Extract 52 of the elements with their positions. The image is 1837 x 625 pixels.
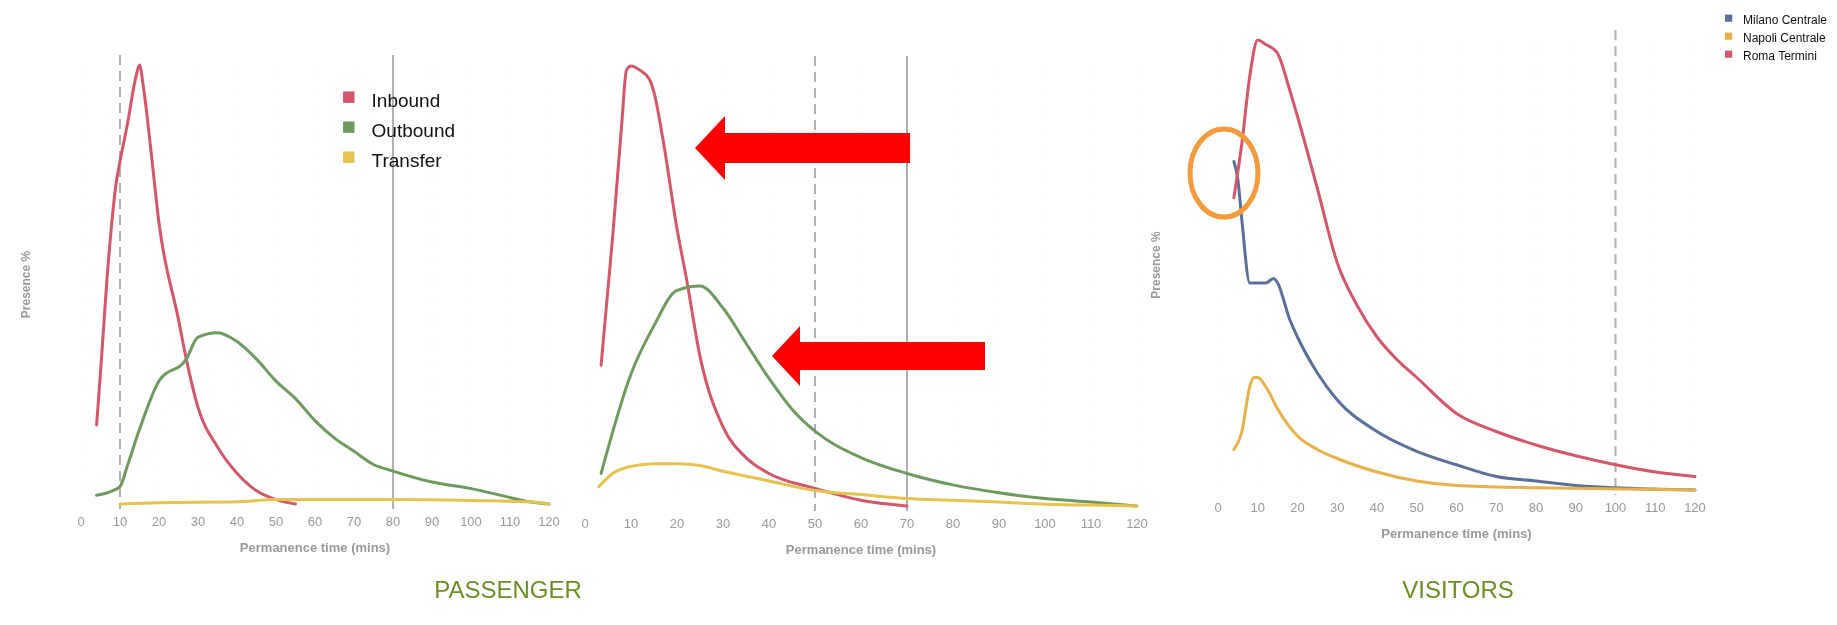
x-tick-label: 30	[715, 516, 731, 531]
x-tick-label: 0	[77, 514, 85, 529]
x-tick-label: 80	[945, 516, 961, 531]
x-tick-label: 40	[1369, 500, 1385, 515]
x-tick-label: 90	[424, 514, 440, 529]
x-tick-label: 50	[807, 516, 823, 531]
x-tick-label: 30	[1330, 500, 1345, 515]
x-tick-label: 70	[899, 516, 915, 531]
x-tick-label: 120	[1684, 500, 1706, 515]
x-tick-label: 50	[1409, 500, 1424, 515]
legend-label: Roma Termini	[1743, 49, 1817, 64]
x-tick-label: 0	[581, 516, 589, 531]
legend-label: Milano Centrale	[1743, 13, 1828, 28]
y-axis-title: Presence %	[1149, 230, 1163, 299]
x-tick-label: 30	[190, 514, 206, 529]
x-tick-label: 10	[112, 514, 128, 529]
x-tick-label: 40	[229, 514, 245, 529]
x-tick-label: 120	[538, 514, 560, 529]
x-tick-label: 80	[1528, 500, 1544, 515]
legend-label: Napoli Centrale	[1743, 31, 1827, 46]
x-tick-label: 110	[499, 514, 521, 529]
x-tick-label: 20	[151, 514, 167, 529]
y-axis-title: Presence %	[19, 250, 33, 319]
x-tick-label: 0	[1214, 500, 1222, 515]
x-tick-label: 80	[385, 514, 401, 529]
x-axis-title: Permanence time (mins)	[239, 540, 391, 555]
text: VISITORS	[1402, 576, 1514, 603]
x-tick-label: 90	[1568, 500, 1583, 515]
x-tick-label: 40	[761, 516, 777, 531]
x-tick-label: 90	[991, 516, 1007, 531]
x-tick-label: 110	[1644, 500, 1666, 515]
x-tick-label: 70	[1489, 500, 1504, 515]
x-axis-title: Permanence time (mins)	[785, 542, 937, 557]
x-tick-label: 50	[268, 514, 284, 529]
x-axis-title: Permanence time (mins)	[1381, 526, 1532, 541]
x-tick-label: 20	[669, 516, 685, 531]
x-tick-label: 20	[1290, 500, 1305, 515]
x-tick-label: 10	[1250, 500, 1265, 515]
x-tick-label: 60	[853, 516, 869, 531]
legend-label: Outbound	[371, 119, 456, 141]
x-tick-label: 60	[307, 514, 323, 529]
legend-label: Transfer	[371, 149, 443, 171]
x-tick-label: 120	[1126, 516, 1148, 531]
text: PASSENGER	[434, 576, 582, 603]
x-tick-label: 60	[1449, 500, 1464, 515]
x-tick-label: 100	[1604, 500, 1627, 515]
x-tick-label: 10	[623, 516, 639, 531]
x-tick-label: 100	[460, 514, 482, 529]
x-tick-label: 110	[1080, 516, 1102, 531]
x-tick-label: 100	[1034, 516, 1056, 531]
legend-label: Inbound	[371, 89, 441, 111]
x-tick-label: 70	[346, 514, 362, 529]
